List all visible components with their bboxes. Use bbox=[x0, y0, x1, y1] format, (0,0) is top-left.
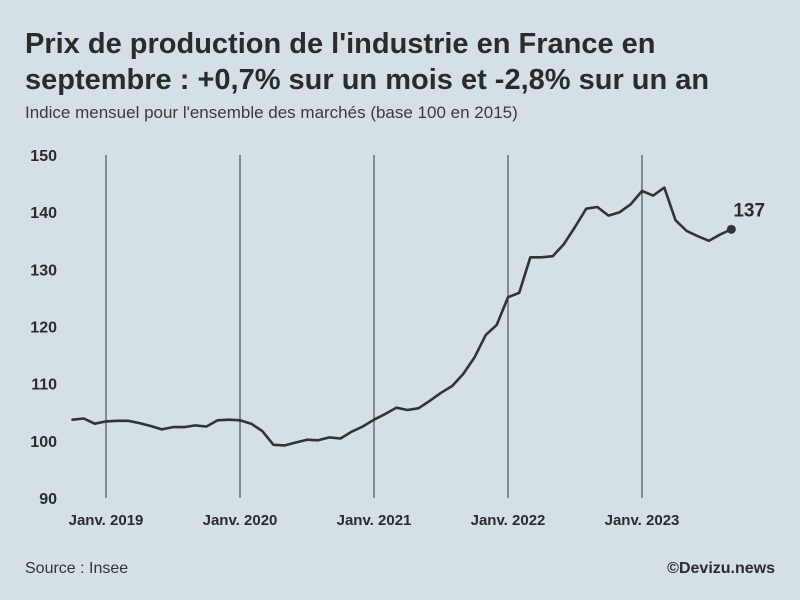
y-tick-label: 110 bbox=[31, 377, 57, 394]
y-tick-label: 90 bbox=[39, 491, 57, 508]
x-tick-label: Janv. 2019 bbox=[69, 512, 144, 529]
source-note: Source : Insee bbox=[25, 560, 129, 577]
y-tick-label: 100 bbox=[30, 434, 57, 451]
y-tick-label: 130 bbox=[30, 262, 57, 279]
chart-subtitle: Indice mensuel pour l'ensemble des march… bbox=[25, 103, 518, 122]
last-point-marker bbox=[726, 224, 736, 234]
chart-title: Prix de production de l'industrie en Fra… bbox=[25, 28, 710, 96]
x-axis: Janv. 2019 Janv. 2020 Janv. 2021 Janv. 2022… bbox=[69, 512, 680, 529]
chart-grid bbox=[105, 155, 643, 498]
y-axis: 90 100 110 120 130 140 150 bbox=[30, 148, 57, 508]
x-tick-label: Janv. 2021 bbox=[337, 512, 412, 529]
y-tick-label: 150 bbox=[30, 148, 57, 165]
series-line bbox=[71, 186, 733, 447]
last-value-label: 137 bbox=[733, 200, 765, 221]
y-tick-label: 140 bbox=[30, 205, 57, 222]
series-group bbox=[71, 186, 733, 447]
x-tick-label: Janv. 2022 bbox=[471, 512, 546, 529]
y-tick-label: 120 bbox=[30, 320, 57, 337]
x-tick-label: Janv. 2023 bbox=[605, 512, 680, 529]
credit-logo: ©Devizu.news bbox=[667, 560, 775, 577]
x-tick-label: Janv. 2020 bbox=[203, 512, 278, 529]
annotations: 137 bbox=[726, 200, 765, 234]
